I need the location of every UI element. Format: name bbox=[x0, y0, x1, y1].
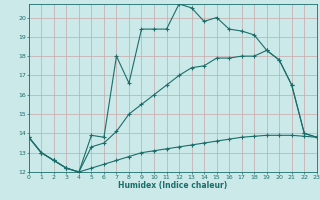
X-axis label: Humidex (Indice chaleur): Humidex (Indice chaleur) bbox=[118, 181, 228, 190]
